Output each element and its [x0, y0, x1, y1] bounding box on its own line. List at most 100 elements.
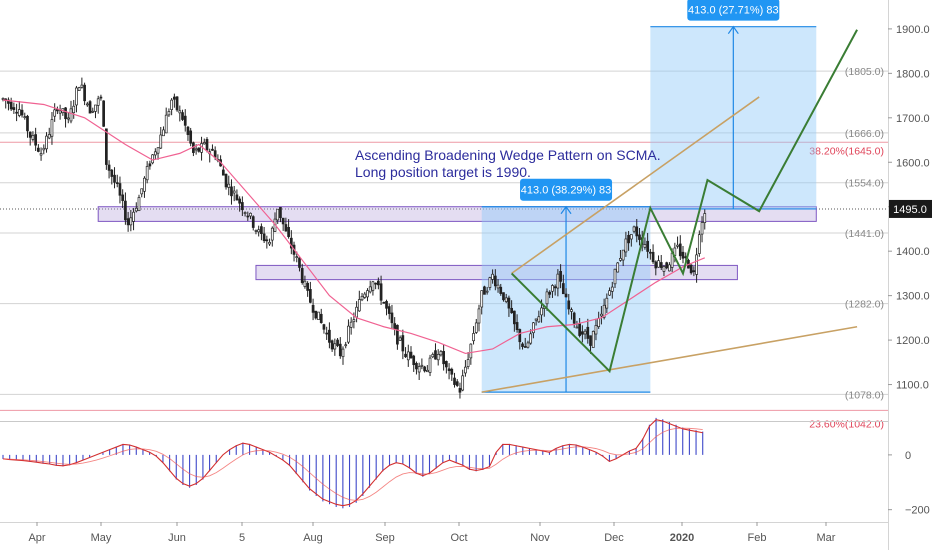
- pattern-note: Ascending Broadening Wedge Pattern on SC…: [355, 147, 661, 180]
- candle-body: [265, 239, 269, 242]
- candle-body: [1, 98, 5, 100]
- measure-label-box: [687, 0, 780, 21]
- candle-body: [434, 350, 437, 360]
- time-axis[interactable]: Apr May Jun 5 Aug Sep Oct Nov Dec 2020 Feb Mar: [28, 522, 836, 544]
- candle-body: [306, 282, 309, 291]
- candle-body: [377, 280, 380, 286]
- candle-body: [17, 109, 21, 116]
- candle-body: [224, 173, 228, 188]
- candle-body: [485, 290, 489, 293]
- candle-body: [107, 164, 111, 171]
- candle-body: [94, 104, 97, 112]
- candle-body: [401, 335, 405, 352]
- candle-body: [627, 234, 630, 244]
- candle-body: [186, 126, 190, 135]
- candle-body: [469, 343, 473, 359]
- candle-body: [328, 329, 331, 343]
- candle-body: [423, 366, 426, 372]
- candle-body: [385, 301, 388, 309]
- candle-body: [436, 353, 440, 361]
- time-tick-label: Nov: [530, 532, 550, 544]
- candle-body: [298, 257, 301, 268]
- candle-body: [181, 112, 184, 120]
- candle-body: [167, 111, 171, 116]
- candle-body: [64, 107, 67, 120]
- candle-body: [496, 284, 500, 289]
- candle-body: [537, 316, 541, 323]
- candle-body: [586, 326, 590, 339]
- candle-body: [91, 110, 95, 113]
- candle-body: [659, 262, 663, 268]
- candle-body: [515, 322, 519, 330]
- candle-body: [45, 135, 48, 150]
- wedge-trendline: [511, 96, 760, 275]
- candle-body: [632, 226, 636, 232]
- candle-body: [608, 290, 611, 296]
- candle-body: [657, 260, 660, 268]
- candle-body: [12, 107, 16, 110]
- wedge-trendline: [481, 325, 858, 393]
- measure-label: 413.0 (27.71%) 83: [688, 5, 779, 17]
- candle-body: [502, 292, 505, 301]
- candle-body: [227, 183, 231, 188]
- candle-body: [121, 194, 125, 201]
- candle-body: [238, 198, 241, 204]
- candle-body: [439, 351, 443, 356]
- current-price-label: 1495.0: [893, 204, 927, 216]
- candle-body: [581, 331, 584, 335]
- candle-body: [629, 234, 633, 240]
- candle-body: [597, 318, 601, 327]
- candle-body: [336, 339, 339, 346]
- candle-body: [309, 289, 312, 303]
- candle-body: [268, 241, 271, 245]
- candle-body: [338, 343, 342, 357]
- time-tick-label: Aug: [303, 532, 323, 544]
- measure-label-box: [520, 178, 613, 201]
- candle-body: [72, 105, 76, 114]
- candle-body: [450, 368, 454, 375]
- candle-body: [50, 119, 54, 137]
- price-tick-label: 1900.0: [896, 24, 930, 36]
- candle-body: [610, 286, 614, 292]
- measure-layer: 413.0 (38.29%) 83 413.0 (27.71%) 83: [481, 0, 817, 393]
- candle-body: [605, 297, 609, 309]
- candle-body: [676, 244, 679, 247]
- candle-body: [360, 295, 364, 301]
- candle-body: [347, 325, 350, 343]
- candle-body: [183, 115, 187, 126]
- candle-body: [665, 262, 669, 269]
- price-tick-label: 1700.0: [896, 113, 930, 125]
- candle-body: [39, 153, 43, 156]
- candle-body: [445, 361, 448, 368]
- candle-body: [406, 351, 410, 361]
- candle-body: [589, 335, 592, 346]
- time-tick-label: Dec: [604, 532, 624, 544]
- price-tick-label: 1200.0: [896, 335, 930, 347]
- candle-body: [137, 197, 141, 212]
- candle-body: [352, 319, 356, 323]
- candle-body: [507, 297, 511, 309]
- candle-body: [526, 342, 530, 348]
- candle-body: [561, 283, 565, 295]
- candle-body: [47, 134, 51, 139]
- candle-body: [366, 290, 369, 298]
- price-tick-label: 1300.0: [896, 291, 930, 303]
- candle-body: [523, 346, 527, 348]
- candle-body: [559, 271, 562, 282]
- candle-body: [289, 237, 293, 249]
- candle-body: [287, 226, 290, 237]
- macd-tick-label: −200: [905, 505, 930, 517]
- level-label: (1441.0): [845, 228, 884, 240]
- candle-body: [404, 353, 407, 358]
- candle-body: [7, 99, 10, 104]
- candle-body: [466, 359, 470, 367]
- candle-body: [621, 249, 625, 261]
- price-axis[interactable]: 1100.01200.01300.01400.01500.01600.01700…: [888, 24, 932, 517]
- level-label: (1554.0): [845, 178, 884, 190]
- candle-body: [431, 354, 435, 358]
- candle-body: [281, 217, 285, 225]
- candle-body: [510, 307, 513, 314]
- measure-arrow-head: [560, 205, 572, 215]
- candle-body: [80, 84, 84, 88]
